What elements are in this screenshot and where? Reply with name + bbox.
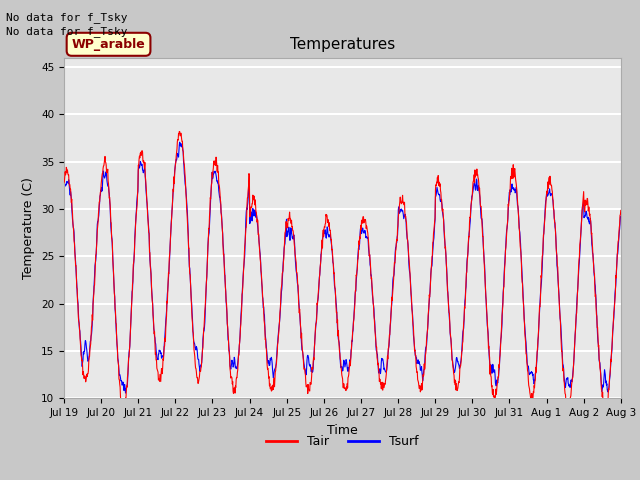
Text: No data for f_Tsky: No data for f_Tsky — [6, 26, 128, 37]
Tair — [184, 233, 192, 239]
Text: No data for f_Tsky: No data for f_Tsky — [6, 12, 128, 23]
Tair — [502, 244, 509, 250]
Tsurf — [502, 233, 510, 239]
Line: Tair: Tair — [64, 132, 621, 410]
Tsurf — [552, 226, 559, 232]
Legend: Tair, Tsurf: Tair, Tsurf — [261, 431, 424, 454]
Tsurf — [247, 210, 255, 216]
Tair — [170, 180, 178, 186]
X-axis label: Time: Time — [327, 424, 358, 437]
Text: WP_arable: WP_arable — [72, 38, 145, 51]
Tair — [429, 239, 437, 244]
Tsurf — [171, 168, 179, 174]
Tair — [246, 212, 254, 217]
Tair — [617, 207, 625, 213]
Tsurf — [122, 390, 129, 396]
Tair — [551, 220, 559, 226]
Line: Tsurf: Tsurf — [64, 142, 621, 393]
Tair — [175, 129, 183, 134]
Tair — [60, 180, 68, 186]
Tsurf — [176, 139, 184, 145]
Tsurf — [429, 238, 437, 244]
Tsurf — [617, 213, 625, 219]
Tair — [602, 408, 609, 413]
Title: Temperatures: Temperatures — [290, 37, 395, 52]
Tsurf — [185, 245, 193, 251]
Tsurf — [60, 180, 68, 186]
Y-axis label: Temperature (C): Temperature (C) — [22, 177, 35, 279]
